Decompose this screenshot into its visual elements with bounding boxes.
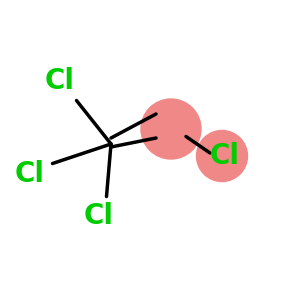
Text: Cl: Cl	[15, 160, 45, 188]
Text: Cl: Cl	[84, 202, 114, 230]
Circle shape	[141, 99, 201, 159]
Circle shape	[196, 130, 247, 182]
Text: Cl: Cl	[45, 67, 75, 95]
Text: Cl: Cl	[210, 142, 240, 170]
